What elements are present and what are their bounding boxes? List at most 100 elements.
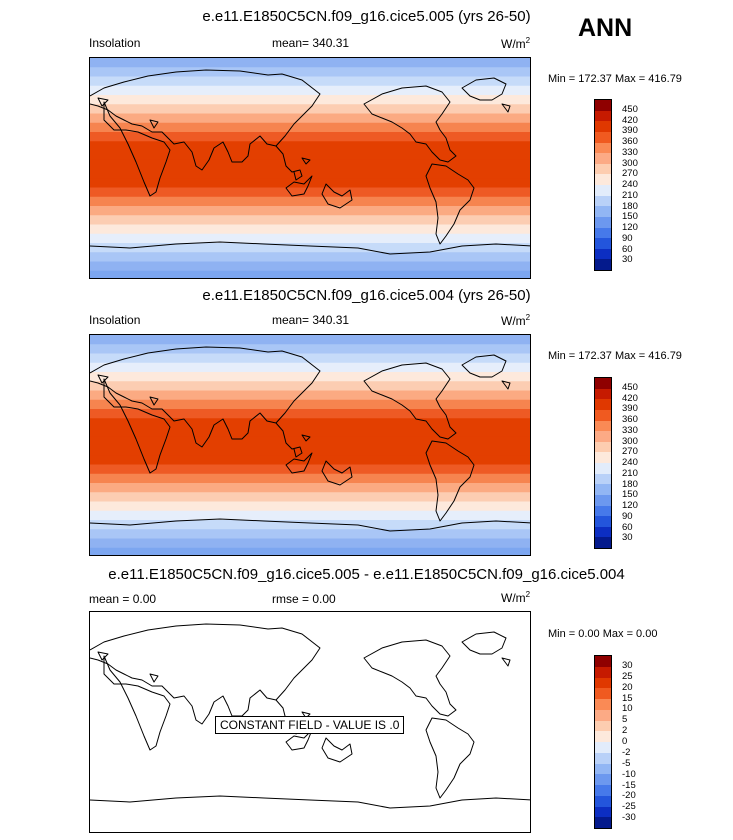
field-band [90, 501, 530, 512]
coastline [285, 729, 313, 751]
panel-1-coastlines [90, 69, 530, 255]
colorbar-tick-label: 300 [622, 157, 638, 169]
colorbar-tick-label: -25 [622, 801, 636, 813]
panel-3-colorbar [594, 655, 612, 829]
colorbar-swatch [595, 420, 611, 432]
panel-2-colorbar-ticks: 450 420 390 360 330 300 270 240 210 180 150 120 90 60… [622, 377, 662, 549]
colorbar-swatch [595, 516, 611, 527]
field-band [90, 169, 530, 179]
panel-2-minmax: Min = 172.37 Max = 416.79 [548, 350, 682, 362]
field-band [90, 529, 530, 540]
colorbar-swatch [595, 238, 611, 249]
field-band [90, 362, 530, 373]
coastline [149, 396, 159, 406]
field-band [90, 492, 530, 503]
colorbar-swatch [595, 709, 611, 721]
field-band [90, 141, 530, 152]
colorbar-tick-label: 300 [622, 435, 638, 447]
colorbar-swatch [595, 699, 611, 710]
colorbar-tick-label: -30 [622, 812, 636, 824]
field-band [90, 261, 530, 272]
colorbar-tick-label: 60 [622, 521, 633, 533]
colorbar-tick-label: 20 [622, 681, 633, 693]
panel-3-units: W/m2 [501, 590, 531, 605]
colorbar-swatch [595, 484, 611, 495]
panel-1-units: W/m2 [501, 36, 531, 51]
coastline [103, 655, 171, 751]
colorbar-swatch [595, 752, 611, 764]
colorbar-swatch [595, 153, 611, 164]
field-band [90, 344, 530, 355]
colorbar-swatch [595, 817, 611, 828]
field-band [90, 178, 530, 189]
panel-2-field [90, 335, 530, 555]
coastline [97, 651, 109, 661]
field-band [90, 95, 530, 105]
field-band [90, 381, 530, 392]
colorbar-tick-label: 10 [622, 703, 633, 715]
field-band [90, 132, 530, 142]
coastline [321, 737, 353, 763]
colorbar-tick-label: 60 [622, 243, 633, 255]
colorbar-tick-label: 15 [622, 692, 633, 704]
colorbar-swatch [595, 505, 611, 517]
colorbar-tick-label: 420 [622, 114, 638, 126]
panel-1-map [89, 57, 531, 279]
panel-3-mean-label: mean = 0.00 [89, 592, 157, 606]
colorbar-tick-label: 150 [622, 211, 638, 223]
coastline [461, 354, 507, 378]
panel-1-minmax: Min = 172.37 Max = 416.79 [548, 73, 682, 85]
panel-1-colorbar [594, 99, 612, 271]
field-band [90, 104, 530, 115]
colorbar-swatch [595, 774, 611, 785]
colorbar-swatch [595, 110, 611, 122]
colorbar-swatch [595, 473, 611, 485]
colorbar-swatch [595, 163, 611, 175]
colorbar-tick-label: 330 [622, 424, 638, 436]
coastline [103, 378, 171, 474]
field-band [90, 520, 530, 530]
colorbar-tick-label: 2 [622, 725, 628, 737]
coastline [425, 440, 475, 522]
field-band [90, 159, 530, 170]
colorbar-tick-label: -10 [622, 768, 636, 780]
field-band [90, 436, 530, 447]
colorbar-swatch [595, 795, 611, 807]
field-band [90, 76, 530, 87]
colorbar-tick-label: 0 [622, 736, 628, 747]
coastline [285, 175, 313, 197]
colorbar-swatch [595, 216, 611, 228]
coastline [90, 241, 530, 255]
colorbar-swatch [595, 248, 611, 260]
colorbar-swatch [595, 121, 611, 132]
colorbar-tick-label: 210 [622, 467, 638, 479]
field-band [90, 372, 530, 382]
field-band [90, 547, 530, 555]
colorbar-swatch [595, 206, 611, 217]
coastline [90, 69, 321, 171]
colorbar-tick-label: 450 [622, 381, 638, 393]
panel-2-title: e.e11.E1850C5CN.f09_g16.cice5.004 (yrs 2… [202, 287, 531, 304]
coastline [501, 103, 511, 113]
colorbar-tick-label: 5 [622, 714, 628, 726]
field-band [90, 270, 530, 278]
field-band [90, 418, 530, 429]
panel-2-units: W/m2 [501, 313, 531, 328]
colorbar-tick-label: 150 [622, 489, 638, 501]
colorbar-swatch [595, 537, 611, 548]
coastline [501, 380, 511, 390]
colorbar-swatch [595, 526, 611, 538]
field-band [90, 233, 530, 244]
field-band [90, 150, 530, 161]
colorbar-swatch [595, 142, 611, 154]
colorbar-tick-label: 330 [622, 146, 638, 158]
coastline [301, 434, 311, 442]
colorbar-swatch [595, 185, 611, 196]
panel-3-coastlines [90, 623, 530, 809]
coastline [275, 145, 303, 181]
colorbar-swatch [595, 731, 611, 742]
coastline [321, 460, 353, 486]
field-band [90, 113, 530, 124]
colorbar-tick-label: 25 [622, 670, 633, 682]
colorbar-swatch [595, 720, 611, 732]
